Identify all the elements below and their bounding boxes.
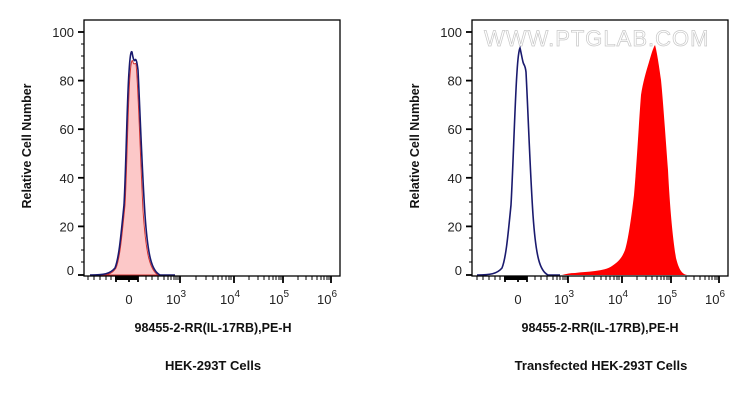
x-tick-label: 105 (269, 289, 289, 307)
right-x-axis-title: 98455-2-RR(IL-17RB),PE-H (522, 321, 679, 335)
y-tick-label: 60 (60, 122, 74, 137)
y-tick-label: 100 (52, 25, 74, 40)
x-tick-label: 103 (166, 289, 186, 307)
right-plot-frame (471, 19, 729, 277)
right-sample-histogram (562, 45, 687, 275)
y-tick-label: 80 (448, 74, 462, 89)
left-control-histogram (89, 50, 175, 276)
right-panel-caption: Transfected HEK-293T Cells (515, 358, 688, 373)
right-x-tick-labels: 0 103 104 105 106 (514, 289, 725, 307)
left-y-axis (78, 31, 84, 276)
x-tick-label: 106 (317, 289, 337, 307)
left-x-axis-title: 98455-2-RR(IL-17RB),PE-H (135, 321, 292, 335)
x-tick-label: 104 (608, 289, 628, 307)
left-panel-caption: HEK-293T Cells (165, 358, 261, 373)
y-tick-label: 60 (448, 122, 462, 137)
x-tick-label: 0 (514, 292, 521, 307)
x-tick-label: 106 (705, 289, 725, 307)
right-y-axis-title: Relative Cell Number (408, 83, 422, 208)
y-tick-label: 100 (440, 25, 462, 40)
watermark: WWW.PTGLAB.COM (484, 26, 709, 51)
y-tick-label: 40 (448, 171, 462, 186)
x-tick-label: 104 (220, 289, 240, 307)
left-y-tick-labels: 100 80 60 40 20 0 (52, 25, 74, 278)
y-tick-label: 40 (60, 171, 74, 186)
y-tick-label: 80 (60, 74, 74, 89)
right-x-axis (476, 276, 720, 283)
x-tick-label: 103 (554, 289, 574, 307)
right-y-tick-labels: 100 80 60 40 20 0 (440, 25, 462, 278)
left-y-axis-title: Relative Cell Number (20, 83, 34, 208)
y-tick-label: 0 (67, 263, 74, 278)
y-tick-label: 0 (455, 263, 462, 278)
x-tick-label: 0 (125, 292, 132, 307)
right-histogram-panel: WWW.PTGLAB.COM 100 80 60 40 (408, 19, 729, 373)
y-tick-label: 20 (448, 219, 462, 234)
left-x-tick-labels: 0 103 104 105 106 (125, 289, 337, 307)
y-tick-label: 20 (60, 219, 74, 234)
right-control-histogram (476, 45, 560, 276)
left-sample-histogram (99, 60, 165, 276)
left-x-axis (87, 276, 332, 283)
left-histogram-panel: 100 80 60 40 20 0 (20, 19, 341, 373)
right-y-axis (466, 31, 472, 276)
x-tick-label: 105 (657, 289, 677, 307)
left-plot-frame (83, 19, 341, 277)
